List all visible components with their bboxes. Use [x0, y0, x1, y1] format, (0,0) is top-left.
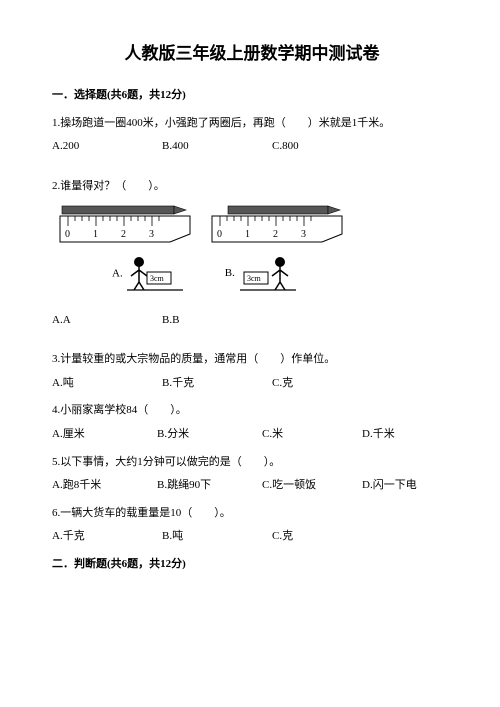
svg-text:3: 3	[301, 229, 306, 240]
section-1-heading: 一．选择题(共6题，共12分)	[52, 87, 452, 105]
q6-opt-c: C.克	[272, 528, 382, 546]
question-1: 1.操场跑道一圈400米，小强跑了两圈后，再跑（ ）米就是1千米。 A.200 …	[52, 115, 452, 156]
q4-options: A.厘米 B.分米 C.米 D.千米	[52, 426, 452, 444]
girl-b-svg: 3cm	[238, 254, 298, 294]
q2-signB: 3cm	[247, 274, 262, 283]
q5-options: A.跑8千米B.跳绳90下C.吃一顿饭D.闪一下电	[52, 477, 452, 495]
q5-opt-d: D.闪一下电	[362, 477, 417, 495]
q1-opt-a: A.200	[52, 138, 162, 156]
q3-opt-c: C.克	[272, 375, 382, 393]
q1-options: A.200 B.400 C.800	[52, 138, 452, 156]
q5-opt-a: A.跑8千米	[52, 477, 157, 495]
q1-opt-c: C.800	[272, 138, 382, 156]
q3-text: 3.计量较重的或大宗物品的质量，通常用（ ）作单位。	[52, 351, 452, 369]
q2-figA-label: A.	[112, 267, 123, 279]
question-2: 2.谁量得对？（ ）。 0 1 2 3	[52, 178, 452, 329]
q4-opt-c: C.米	[262, 426, 362, 444]
q2-figB-label: B.	[225, 267, 235, 279]
q6-options: A.千克 B.吨 C.克	[52, 528, 452, 546]
q6-opt-a: A.千克	[52, 528, 162, 546]
q1-opt-b: B.400	[162, 138, 272, 156]
q3-opt-b: B.千克	[162, 375, 272, 393]
svg-text:1: 1	[245, 229, 250, 240]
q4-opt-b: B.分米	[157, 426, 262, 444]
q5-opt-b: B.跳绳90下	[157, 477, 262, 495]
q6-opt-b: B.吨	[162, 528, 272, 546]
q2-opt-b: B.B	[162, 312, 272, 330]
page-title: 人教版三年级上册数学期中测试卷	[52, 40, 452, 67]
svg-text:0: 0	[65, 229, 70, 240]
question-3: 3.计量较重的或大宗物品的质量，通常用（ ）作单位。 A.吨 B.千克 C.克	[52, 351, 452, 392]
svg-text:2: 2	[273, 229, 278, 240]
q6-text: 6.一辆大货车的载重量是10（ ）。	[52, 505, 452, 523]
q1-text: 1.操场跑道一圈400米，小强跑了两圈后，再跑（ ）米就是1千米。	[52, 115, 452, 133]
q2-text: 2.谁量得对？（ ）。	[52, 178, 452, 196]
q5-opt-c: C.吃一顿饭	[262, 477, 362, 495]
q4-opt-d: D.千米	[362, 426, 442, 444]
svg-text:0: 0	[217, 229, 222, 240]
ruler-b-svg: 0 1 2 3	[210, 204, 345, 244]
question-5: 5.以下事情，大约1分钟可以做完的是（ ）。 A.跑8千米B.跳绳90下C.吃一…	[52, 454, 452, 495]
q4-opt-a: A.厘米	[52, 426, 157, 444]
q3-options: A.吨 B.千克 C.克	[52, 375, 452, 393]
q2-options: A.A B.B	[52, 312, 452, 330]
question-4: 4.小丽家离学校84（ ）。 A.厘米 B.分米 C.米 D.千米	[52, 402, 452, 443]
question-6: 6.一辆大货车的载重量是10（ ）。 A.千克 B.吨 C.克	[52, 505, 452, 546]
ruler-a-svg: 0 1 2 3	[58, 204, 193, 244]
q2-figure-rulers: 0 1 2 3 0 1 2 3	[58, 204, 452, 244]
svg-text:3: 3	[149, 229, 154, 240]
q2-opt-a: A.A	[52, 312, 162, 330]
q5-text: 5.以下事情，大约1分钟可以做完的是（ ）。	[52, 454, 452, 472]
q2-signA: 3cm	[150, 274, 165, 283]
svg-text:2: 2	[121, 229, 126, 240]
section-2-heading: 二．判断题(共6题，共12分)	[52, 556, 452, 574]
q3-opt-a: A.吨	[52, 375, 162, 393]
svg-text:1: 1	[93, 229, 98, 240]
q4-text: 4.小丽家离学校84（ ）。	[52, 402, 452, 420]
q2-ab-figures: A. 3cm B. 3cm	[112, 254, 452, 294]
girl-a-svg: 3cm	[125, 254, 185, 294]
